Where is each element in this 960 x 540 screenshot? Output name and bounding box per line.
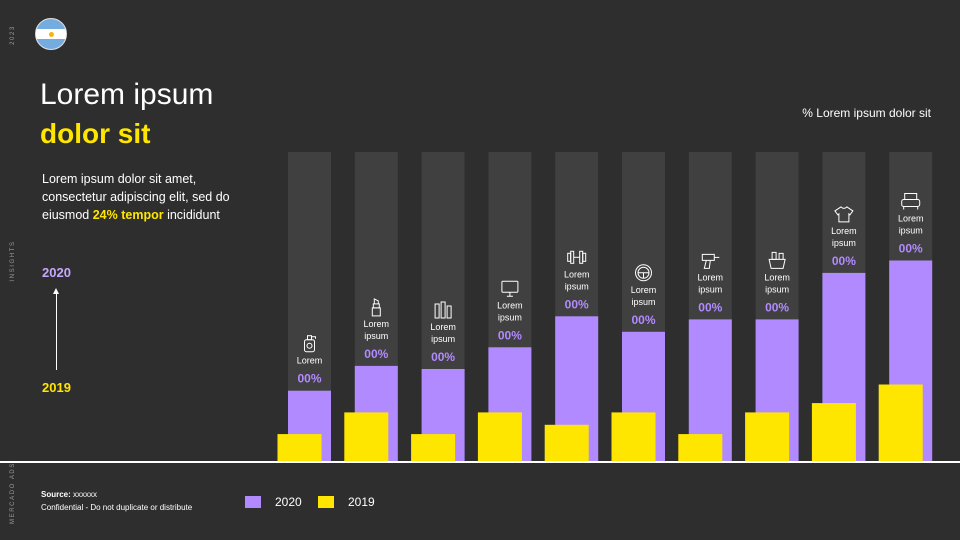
value-label: 00%: [565, 297, 589, 311]
bar-2019: [878, 384, 923, 462]
category-label: Lorem: [764, 272, 790, 282]
year-2020-label: 2020: [42, 265, 71, 280]
legend-item-2020: 2020: [245, 495, 302, 509]
category-label: Lorem: [497, 300, 523, 310]
category-label: ipsum: [899, 226, 923, 236]
dumbbell-icon: [567, 250, 587, 264]
legend-label-2020: 2020: [275, 495, 302, 509]
value-label: 00%: [698, 300, 722, 314]
bar-2019: [411, 434, 456, 462]
category-label: ipsum: [364, 331, 388, 341]
steering-wheel-icon: [635, 264, 652, 282]
value-label: 00%: [765, 300, 789, 314]
confidential-note: Confidential - Do not duplicate or distr…: [41, 503, 193, 512]
category-label: ipsum: [631, 297, 655, 307]
page-subtitle: dolor sit: [40, 118, 151, 149]
bar-2019: [678, 434, 723, 462]
legend-swatch-2020: [245, 496, 261, 508]
year-2019-label: 2019: [42, 380, 71, 395]
bottle-icon: [304, 335, 316, 353]
value-label: 00%: [832, 254, 856, 268]
argentina-flag-icon: [35, 18, 67, 50]
arrow-up-icon: [53, 288, 59, 294]
value-label: 00%: [364, 347, 388, 361]
page-title: Lorem ipsum: [40, 78, 214, 111]
description-text-end: incididunt: [163, 208, 220, 222]
category-label: Lorem: [430, 322, 456, 332]
category-label: Lorem: [698, 272, 724, 282]
shirt-icon: [834, 206, 854, 223]
source-value: xxxxxx: [73, 490, 98, 499]
value-label: 00%: [631, 313, 655, 327]
value-label: 00%: [431, 350, 455, 364]
bar-2019: [611, 412, 656, 462]
category-label: Lorem: [898, 214, 924, 224]
category-label: Lorem: [831, 226, 857, 236]
value-label: 00%: [899, 242, 923, 256]
drill-icon: [701, 253, 720, 269]
armchair-icon: [901, 193, 921, 210]
value-label: 00%: [498, 328, 522, 342]
description-text: Lorem ipsum dolor sit amet, consectetur …: [42, 172, 230, 222]
description-highlight: 24% tempor: [92, 208, 164, 222]
category-label: Lorem: [631, 285, 657, 295]
bar-2019: [544, 424, 589, 462]
groceries-icon: [768, 251, 786, 269]
category-label: Lorem: [297, 356, 323, 366]
source-note: Source: xxxxxx Confidential - Do not dup…: [41, 488, 192, 514]
category-label: Lorem: [364, 319, 390, 329]
description: Lorem ipsum dolor sit amet, consectetur …: [42, 170, 232, 224]
category-label: ipsum: [565, 281, 589, 291]
bar-2019: [344, 412, 389, 462]
tools-icon: [434, 301, 452, 319]
arrow-line: [56, 292, 57, 370]
category-label: Lorem: [564, 269, 590, 279]
chart-baseline: [0, 461, 960, 463]
value-label: 00%: [297, 372, 321, 386]
category-label: ipsum: [698, 284, 722, 294]
legend-label-2019: 2019: [348, 495, 375, 509]
lipstick-icon: [371, 298, 381, 317]
category-label: ipsum: [832, 238, 856, 248]
bar-2019: [811, 403, 856, 462]
category-label: ipsum: [765, 284, 789, 294]
unit-label: % Lorem ipsum dolor sit: [802, 106, 931, 120]
category-label: ipsum: [498, 312, 522, 322]
monitor-icon: [501, 280, 519, 297]
source-label: Source:: [41, 490, 71, 499]
legend-item-2019: 2019: [318, 495, 375, 509]
legend-swatch-2019: [318, 496, 334, 508]
category-label: ipsum: [431, 334, 455, 344]
bar-2019: [477, 412, 522, 462]
bar-2019: [745, 412, 790, 462]
bar-2019: [277, 434, 322, 462]
